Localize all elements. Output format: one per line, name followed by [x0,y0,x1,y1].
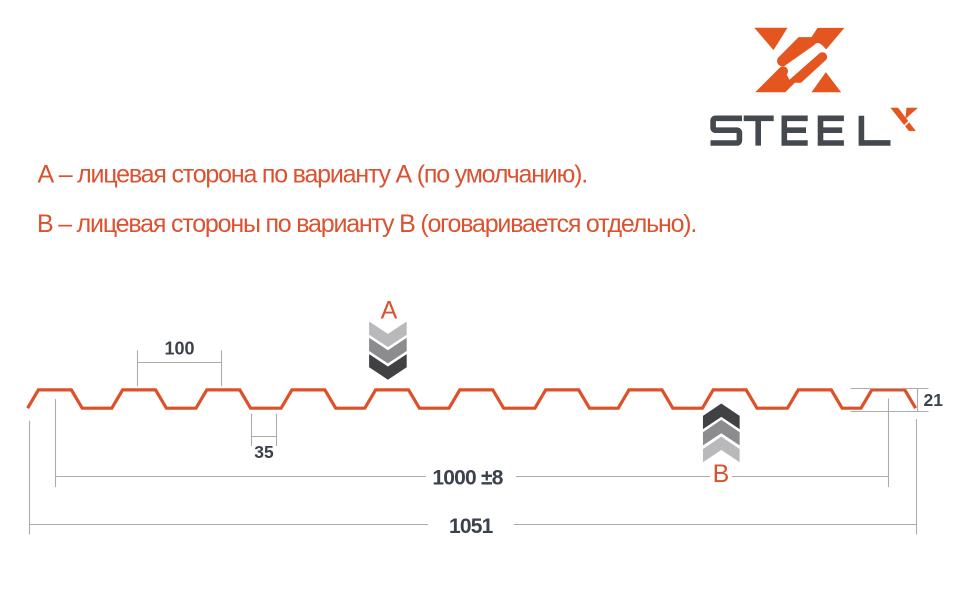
svg-text:1051: 1051 [449,515,494,538]
svg-text:21: 21 [924,390,944,410]
svg-text:A: A [381,297,398,325]
svg-text:А – лицевая сторона по вариант: А – лицевая сторона по варианту А (по ум… [38,161,588,189]
svg-text:В – лицевая стороны по вариант: В – лицевая стороны по варианту В (огова… [37,210,696,238]
svg-text:1000 ±8: 1000 ±8 [432,466,503,489]
svg-text:B: B [713,460,730,488]
svg-text:35: 35 [254,442,274,462]
svg-text:100: 100 [164,339,194,359]
